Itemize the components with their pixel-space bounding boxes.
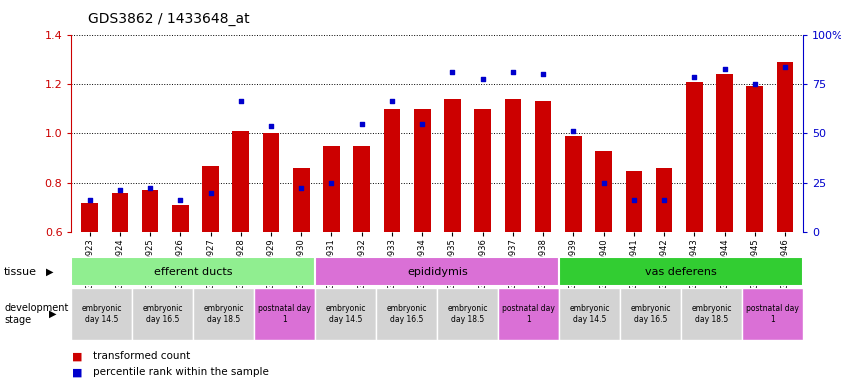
Bar bbox=[193, 288, 254, 340]
Bar bbox=[323, 146, 340, 232]
Bar bbox=[142, 190, 158, 232]
Bar bbox=[498, 288, 559, 340]
Point bbox=[325, 180, 338, 186]
Bar bbox=[535, 101, 552, 232]
Bar bbox=[376, 288, 437, 340]
Text: embryonic
day 18.5: embryonic day 18.5 bbox=[691, 304, 732, 324]
Bar bbox=[132, 288, 193, 340]
Text: embryonic
day 16.5: embryonic day 16.5 bbox=[631, 304, 671, 324]
Point bbox=[718, 66, 732, 72]
Text: development
stage: development stage bbox=[4, 303, 69, 325]
Text: embryonic
day 14.5: embryonic day 14.5 bbox=[569, 304, 610, 324]
Point bbox=[597, 180, 611, 186]
Point bbox=[415, 121, 429, 127]
Bar bbox=[315, 288, 376, 340]
Text: postnatal day
1: postnatal day 1 bbox=[502, 304, 555, 324]
Bar bbox=[777, 62, 793, 232]
Bar bbox=[112, 193, 128, 232]
Point bbox=[688, 73, 701, 79]
Text: epididymis: epididymis bbox=[407, 266, 468, 277]
Point bbox=[537, 71, 550, 77]
Bar bbox=[262, 134, 279, 232]
Point bbox=[627, 197, 641, 203]
Bar bbox=[82, 203, 98, 232]
Bar bbox=[474, 109, 491, 232]
Bar bbox=[559, 257, 803, 286]
Bar bbox=[620, 288, 681, 340]
Bar bbox=[202, 166, 219, 232]
Text: vas deferens: vas deferens bbox=[645, 266, 717, 277]
Point bbox=[114, 187, 127, 194]
Point bbox=[385, 98, 399, 104]
Text: transformed count: transformed count bbox=[93, 351, 190, 361]
Bar bbox=[71, 288, 132, 340]
Text: postnatal day
1: postnatal day 1 bbox=[258, 304, 311, 324]
Text: ■: ■ bbox=[71, 351, 82, 361]
Bar bbox=[742, 288, 803, 340]
Bar bbox=[747, 86, 763, 232]
Point bbox=[567, 128, 580, 134]
Bar bbox=[315, 257, 559, 286]
Bar bbox=[353, 146, 370, 232]
Bar bbox=[71, 257, 315, 286]
Text: ▶: ▶ bbox=[46, 266, 54, 277]
Point bbox=[446, 69, 459, 75]
Bar bbox=[444, 99, 461, 232]
Point bbox=[778, 64, 791, 70]
Text: percentile rank within the sample: percentile rank within the sample bbox=[93, 367, 268, 377]
Bar bbox=[656, 168, 673, 232]
Bar bbox=[565, 136, 582, 232]
Text: postnatal day
1: postnatal day 1 bbox=[746, 304, 799, 324]
Bar bbox=[595, 151, 612, 232]
Bar bbox=[232, 131, 249, 232]
Bar bbox=[626, 170, 643, 232]
Point bbox=[204, 190, 217, 196]
Text: embryonic
day 14.5: embryonic day 14.5 bbox=[325, 304, 366, 324]
Text: embryonic
day 16.5: embryonic day 16.5 bbox=[387, 304, 427, 324]
Text: tissue: tissue bbox=[4, 266, 37, 277]
Point bbox=[234, 98, 247, 104]
Bar bbox=[254, 288, 315, 340]
Point bbox=[143, 185, 156, 191]
Bar bbox=[414, 109, 431, 232]
Point bbox=[748, 81, 761, 87]
Bar bbox=[681, 288, 742, 340]
Bar bbox=[437, 288, 498, 340]
Text: embryonic
day 18.5: embryonic day 18.5 bbox=[447, 304, 488, 324]
Point bbox=[355, 121, 368, 127]
Text: ■: ■ bbox=[71, 367, 82, 377]
Text: embryonic
day 16.5: embryonic day 16.5 bbox=[143, 304, 183, 324]
Bar bbox=[559, 288, 620, 340]
Bar bbox=[505, 99, 521, 232]
Point bbox=[294, 185, 308, 191]
Bar bbox=[293, 168, 309, 232]
Point bbox=[506, 69, 520, 75]
Point bbox=[83, 197, 97, 203]
Text: embryonic
day 14.5: embryonic day 14.5 bbox=[82, 304, 122, 324]
Text: embryonic
day 18.5: embryonic day 18.5 bbox=[204, 304, 244, 324]
Bar bbox=[717, 74, 733, 232]
Bar bbox=[172, 205, 188, 232]
Bar bbox=[686, 81, 702, 232]
Text: efferent ducts: efferent ducts bbox=[154, 266, 233, 277]
Text: GDS3862 / 1433648_at: GDS3862 / 1433648_at bbox=[88, 12, 250, 25]
Point bbox=[476, 76, 489, 82]
Bar bbox=[383, 109, 400, 232]
Text: ▶: ▶ bbox=[49, 309, 56, 319]
Point bbox=[264, 123, 278, 129]
Point bbox=[658, 197, 671, 203]
Point bbox=[173, 197, 187, 203]
